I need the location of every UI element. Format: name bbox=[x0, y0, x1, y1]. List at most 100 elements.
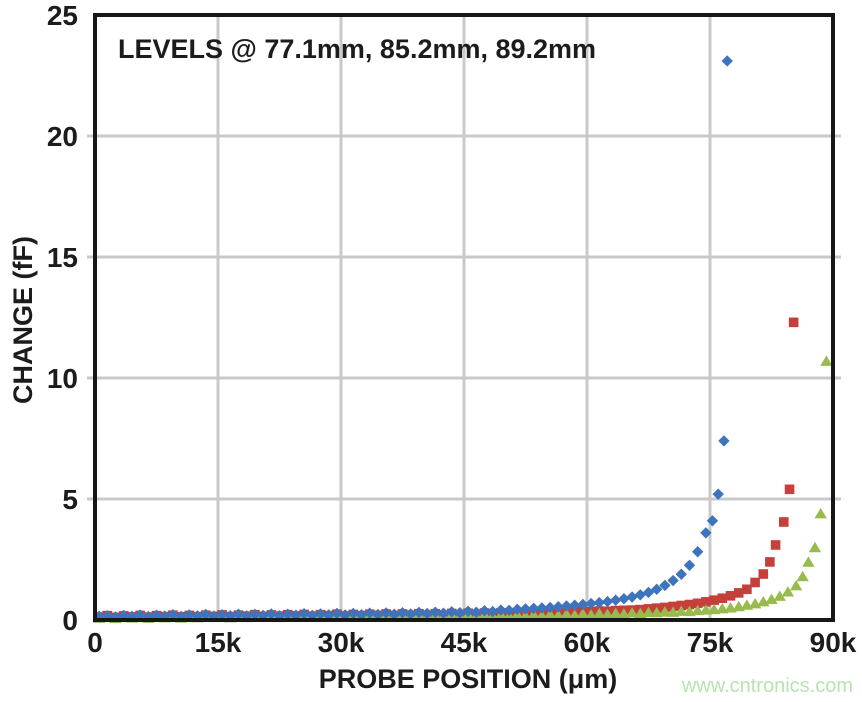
data-point bbox=[684, 599, 695, 610]
data-point bbox=[347, 607, 359, 620]
data-point bbox=[725, 591, 736, 601]
data-point bbox=[560, 608, 573, 619]
data-point bbox=[712, 488, 724, 500]
data-point bbox=[290, 609, 302, 621]
levels-annotation: LEVELS @ 77.1mm, 85.2mm, 89.2mm bbox=[118, 34, 596, 64]
data-point bbox=[298, 608, 310, 620]
data-point bbox=[142, 610, 154, 623]
data-point bbox=[364, 607, 376, 619]
y-axis-tick-labels: 0 5 10 15 20 25 bbox=[47, 0, 78, 636]
data-point bbox=[721, 55, 733, 67]
data-point bbox=[709, 595, 719, 605]
data-point bbox=[519, 603, 532, 615]
data-point bbox=[200, 608, 212, 621]
data-point bbox=[265, 608, 277, 620]
data-point bbox=[625, 607, 639, 618]
data-point bbox=[789, 580, 803, 591]
data-point bbox=[101, 609, 113, 622]
data-point bbox=[609, 607, 622, 619]
data-point bbox=[784, 484, 795, 495]
data-point bbox=[691, 604, 704, 616]
data-point bbox=[552, 600, 564, 613]
data-point bbox=[642, 606, 655, 618]
data-point bbox=[667, 574, 679, 587]
data-point bbox=[634, 589, 646, 601]
data-point bbox=[429, 606, 441, 618]
y-tick-label: 25 bbox=[47, 0, 78, 31]
data-point bbox=[659, 579, 671, 592]
data-point bbox=[779, 517, 789, 527]
x-axis-title: PROBE POSITION (μm) bbox=[319, 664, 618, 694]
data-point bbox=[249, 608, 261, 621]
data-point bbox=[355, 608, 368, 621]
data-point bbox=[618, 593, 630, 605]
data-point bbox=[503, 604, 515, 617]
data-point bbox=[159, 610, 171, 622]
data-point bbox=[750, 577, 760, 588]
data-point bbox=[167, 608, 179, 621]
data-point bbox=[626, 591, 638, 603]
data-point bbox=[380, 607, 392, 619]
data-point bbox=[372, 608, 384, 621]
y-tick-label: 5 bbox=[62, 484, 78, 515]
data-point bbox=[487, 605, 499, 618]
data-point bbox=[339, 609, 351, 621]
data-point bbox=[593, 607, 606, 619]
data-point bbox=[446, 606, 458, 618]
data-point bbox=[150, 609, 163, 621]
data-point bbox=[118, 609, 130, 622]
gridlines bbox=[87, 15, 841, 620]
data-point bbox=[232, 608, 245, 620]
data-point bbox=[543, 608, 557, 619]
data-point bbox=[733, 588, 744, 598]
data-point bbox=[216, 608, 228, 621]
x-tick-label: 30k bbox=[318, 627, 365, 658]
data-point bbox=[770, 540, 781, 550]
data-point bbox=[706, 515, 719, 527]
data-point bbox=[421, 607, 433, 620]
data-point bbox=[388, 608, 400, 620]
data-point bbox=[257, 609, 269, 622]
data-point bbox=[796, 570, 809, 582]
data-point bbox=[208, 610, 220, 622]
y-tick-label: 15 bbox=[47, 242, 78, 273]
data-point bbox=[650, 606, 663, 618]
x-tick-label: 0 bbox=[87, 627, 103, 658]
data-point bbox=[405, 608, 417, 620]
data-point bbox=[651, 583, 663, 595]
data-point bbox=[437, 607, 450, 619]
data-point bbox=[802, 556, 815, 567]
data-point bbox=[224, 609, 236, 622]
data-point bbox=[781, 586, 795, 597]
data-point bbox=[528, 602, 540, 615]
x-axis-tick-labels: 0 15k 30k 45k 60k 75k 90k bbox=[87, 627, 857, 658]
data-point bbox=[454, 607, 466, 619]
data-point bbox=[718, 435, 730, 447]
data-point bbox=[675, 605, 688, 616]
series-square bbox=[94, 317, 799, 623]
y-tick-label: 10 bbox=[47, 363, 78, 394]
data-point bbox=[717, 593, 728, 604]
data-point bbox=[707, 603, 721, 615]
data-point bbox=[765, 593, 778, 604]
data-point bbox=[675, 568, 687, 580]
data-point bbox=[413, 606, 425, 619]
data-point bbox=[758, 569, 769, 579]
data-point bbox=[306, 609, 318, 622]
data-point bbox=[560, 600, 573, 612]
data-point bbox=[814, 507, 827, 519]
data-point bbox=[658, 606, 672, 617]
data-point bbox=[692, 546, 704, 558]
data-point bbox=[820, 355, 833, 366]
data-point bbox=[569, 599, 581, 611]
data-point bbox=[610, 594, 622, 606]
x-tick-label: 15k bbox=[195, 627, 242, 658]
data-point bbox=[699, 604, 713, 615]
data-point bbox=[495, 604, 507, 616]
x-tick-label: 45k bbox=[441, 627, 488, 658]
data-point bbox=[462, 605, 474, 617]
data-point bbox=[700, 527, 712, 539]
data-point bbox=[601, 595, 614, 608]
y-tick-label: 0 bbox=[62, 605, 78, 636]
